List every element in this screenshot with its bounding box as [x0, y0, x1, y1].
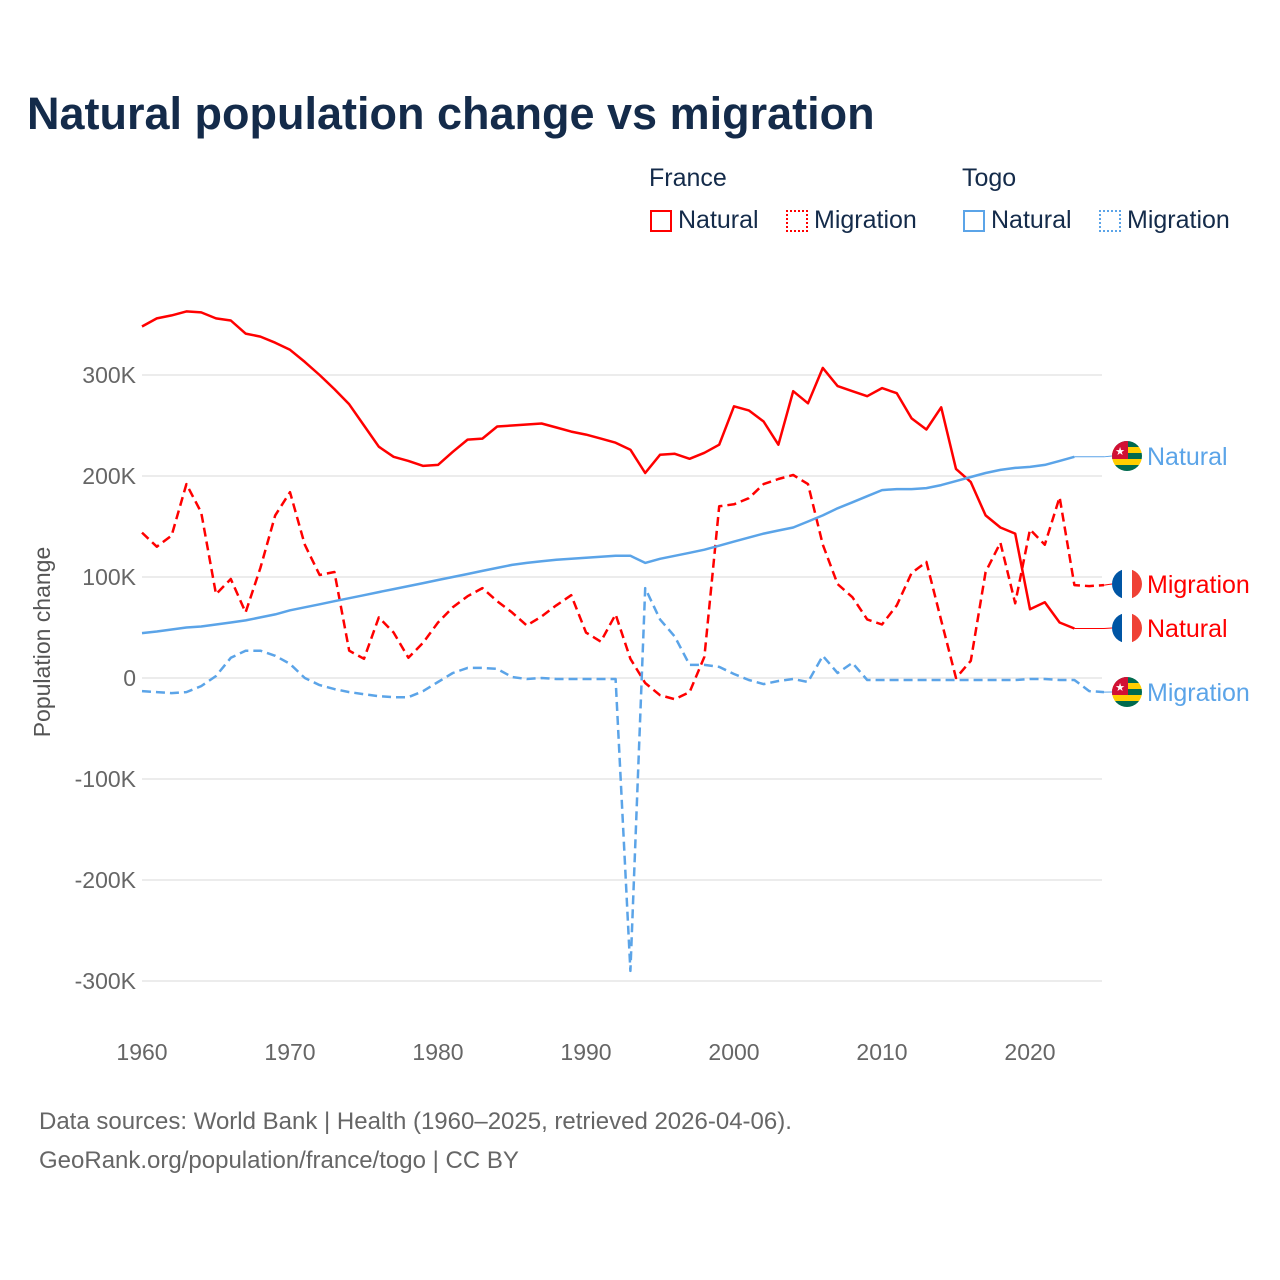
series-line-togo-migration — [141, 586, 1105, 973]
togo-flag-icon: ★ — [1112, 441, 1142, 471]
y-tick-label: -300K — [75, 968, 137, 994]
end-label: Migration — [1147, 571, 1250, 599]
flag-star: ★ — [1115, 446, 1125, 458]
end-label: Natural — [1147, 615, 1228, 643]
flag-body: ★ — [1112, 441, 1142, 471]
flag-stripe — [1132, 613, 1142, 643]
x-tick-label: 2020 — [1004, 1039, 1055, 1065]
flag-stripe — [1112, 613, 1122, 643]
legend-group-togo: Togo — [962, 164, 1017, 192]
flag-body — [1112, 569, 1142, 599]
legend-france-natural[interactable]: Natural — [650, 206, 759, 235]
flag-stripe — [1132, 569, 1142, 599]
legend-label: Natural — [991, 206, 1072, 234]
series-line-france-migration — [141, 473, 1105, 701]
legend-france-migration[interactable]: Migration — [786, 206, 917, 235]
legend-label: Natural — [678, 206, 759, 234]
france-flag-icon — [1112, 613, 1142, 643]
legend-swatch-solid — [650, 209, 672, 232]
legend-swatch-solid — [963, 209, 985, 232]
y-tick-label: -100K — [75, 766, 137, 792]
flag-body: ★ — [1112, 677, 1142, 707]
flag-stripe — [1112, 695, 1142, 701]
y-tick-label: 100K — [82, 564, 136, 590]
series-line-france-natural — [141, 310, 1075, 630]
legend-swatch-dotted — [1099, 209, 1121, 232]
footer-url[interactable]: GeoRank.org/population/france/togo | CC … — [39, 1147, 519, 1174]
flag-stripe — [1112, 459, 1142, 465]
label-connector — [1103, 583, 1113, 586]
legend-group-france: France — [649, 164, 727, 192]
x-tick-label: 2000 — [708, 1039, 759, 1065]
flag-body — [1112, 613, 1142, 643]
footer-sources: Data sources: World Bank | Health (1960–… — [39, 1108, 792, 1135]
legend-swatch-dotted — [786, 209, 808, 232]
france-flag-icon — [1112, 569, 1142, 599]
y-tick-label: 300K — [82, 362, 136, 388]
flag-stripe — [1112, 701, 1142, 707]
y-tick-label: 0 — [123, 665, 136, 691]
legend-label: Migration — [1127, 206, 1230, 234]
flag-stripe — [1112, 465, 1142, 471]
flag-stripe — [1112, 569, 1122, 599]
y-tick-label: -200K — [75, 867, 137, 893]
legend-togo-migration[interactable]: Migration — [1099, 206, 1230, 235]
x-tick-label: 1980 — [412, 1039, 463, 1065]
end-label: Migration — [1147, 679, 1250, 707]
flag-stripe — [1122, 569, 1132, 599]
legend-togo-natural[interactable]: Natural — [963, 206, 1072, 235]
x-tick-label: 1990 — [560, 1039, 611, 1065]
label-connector — [1074, 455, 1113, 458]
y-axis-label: Population change — [29, 547, 55, 738]
x-tick-label: 1960 — [116, 1039, 167, 1065]
legend-label: Migration — [814, 206, 917, 234]
togo-flag-icon: ★ — [1112, 677, 1142, 707]
flag-star: ★ — [1115, 682, 1125, 694]
series-line-togo-natural — [141, 455, 1075, 635]
end-label: Natural — [1147, 443, 1228, 471]
flag-stripe — [1122, 613, 1132, 643]
chart-title: Natural population change vs migration — [27, 88, 875, 139]
x-tick-label: 1970 — [264, 1039, 315, 1065]
label-connector — [1074, 627, 1113, 630]
x-tick-label: 2010 — [856, 1039, 907, 1065]
y-tick-label: 200K — [82, 463, 136, 489]
